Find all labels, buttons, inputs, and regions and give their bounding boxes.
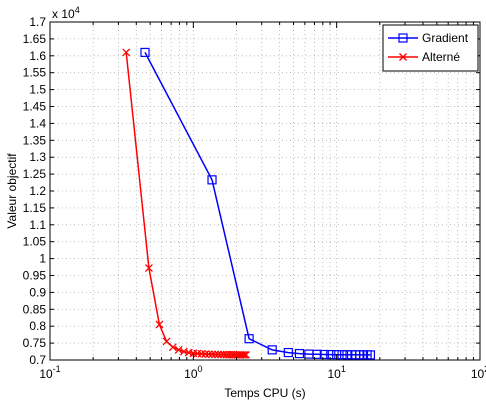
x-axis-label: Temps CPU (s) — [224, 386, 305, 400]
plot-area — [50, 22, 480, 360]
data-point — [168, 343, 177, 352]
y-tick-label: 1.55 — [23, 66, 47, 80]
data-point — [319, 349, 329, 360]
x-tick-label-base: 10 — [184, 367, 198, 381]
legend-marker — [398, 33, 408, 43]
x-tick-label-exponent: 0 — [198, 364, 203, 374]
y-tick-label: 0.95 — [23, 269, 47, 283]
legend-entry: Gradient — [388, 31, 469, 45]
y-multiplier: x 104 — [52, 5, 80, 21]
data-point — [312, 349, 322, 359]
x-tick-label: 10-1 — [39, 364, 60, 381]
data-point — [337, 350, 347, 360]
y-tick-label: 1.45 — [23, 100, 47, 114]
data-point — [211, 350, 220, 359]
data-point — [201, 350, 210, 359]
y-tick-label: 1.4 — [29, 116, 46, 130]
data-point-stroke — [144, 264, 153, 273]
data-point-stroke — [155, 320, 164, 329]
y-tick-label: 0.8 — [29, 319, 46, 333]
x-tick-label: 101 — [327, 364, 345, 381]
legend-entries: Gradient Alterné — [388, 31, 469, 64]
x-tick-label-exponent: 1 — [341, 364, 346, 374]
y-tick-label: 1.6 — [29, 49, 46, 63]
y-tick-label: 1.5 — [29, 83, 46, 97]
data-point-stroke — [201, 350, 210, 359]
y-tick-label: 0.9 — [29, 285, 46, 299]
series-line — [125, 52, 246, 356]
x-tick-label-base: 10 — [471, 367, 485, 381]
y-multiplier-exponent: 4 — [75, 5, 80, 15]
data-point-stroke — [208, 350, 216, 359]
data-point — [162, 337, 171, 346]
data-point-stroke — [240, 350, 249, 359]
data-point-stroke — [211, 350, 220, 359]
legend-marker — [399, 53, 407, 61]
x-tick-label: 102 — [471, 364, 486, 381]
y-tick-label: 0.7 — [29, 353, 46, 367]
y-tick-label: 1.25 — [23, 167, 47, 181]
x-tick-label-base: 10 — [327, 367, 341, 381]
data-point — [365, 350, 376, 360]
y-tick-label: 1.65 — [23, 32, 47, 46]
data-point — [267, 345, 277, 355]
y-tick-label: 1.1 — [29, 218, 46, 232]
data-point-stroke — [197, 349, 206, 358]
legend-entry: Alterné — [388, 50, 460, 64]
data-point-stroke — [193, 349, 202, 358]
y-tick-label: 1 — [39, 252, 46, 266]
y-tick-label: 0.75 — [23, 336, 47, 350]
data-point — [207, 175, 217, 185]
grid — [50, 22, 480, 360]
data-point-stroke — [204, 350, 213, 359]
data-point — [244, 334, 254, 344]
data-point-stroke — [168, 343, 177, 352]
data-point — [326, 349, 336, 360]
x-tick-label-base: 10 — [39, 367, 53, 381]
series-1 — [122, 48, 250, 359]
data-point — [144, 264, 153, 273]
data-point — [204, 350, 213, 359]
data-point — [174, 345, 183, 354]
legend-box — [382, 24, 479, 72]
y-axis-label: Valeur objectif — [5, 153, 19, 229]
x-tick-label-exponent: 2 — [484, 364, 486, 374]
y-multiplier-base: x 10 — [52, 7, 75, 21]
y-tick-label: 0.85 — [23, 302, 47, 316]
x-tick-label: 100 — [184, 364, 202, 381]
y-tick-label: 1.3 — [29, 150, 46, 164]
data-point — [283, 347, 293, 358]
data-point — [240, 350, 249, 359]
data-point — [208, 350, 216, 359]
data-point — [294, 348, 305, 359]
data-point — [140, 47, 150, 58]
y-tick-label: 1.15 — [23, 201, 47, 215]
y-tick-label: 1.35 — [23, 133, 47, 147]
data-point — [122, 48, 131, 57]
y-tick-label: 1.05 — [23, 235, 47, 249]
y-tick-label: 1.7 — [29, 15, 46, 29]
legend-label: Alterné — [422, 50, 460, 64]
y-tick-label: 1.2 — [29, 184, 46, 198]
legend-marker-stroke — [399, 53, 407, 61]
legend: Gradient Alterné — [382, 24, 479, 72]
data-point-stroke — [242, 350, 250, 359]
data-point — [155, 320, 164, 329]
data-point-stroke — [122, 48, 131, 57]
x-tick-label-exponent: -1 — [53, 364, 61, 374]
data-point-stroke — [162, 337, 171, 346]
data-point-stroke — [174, 345, 183, 354]
legend-label: Gradient — [422, 31, 469, 45]
data-point — [242, 350, 250, 359]
